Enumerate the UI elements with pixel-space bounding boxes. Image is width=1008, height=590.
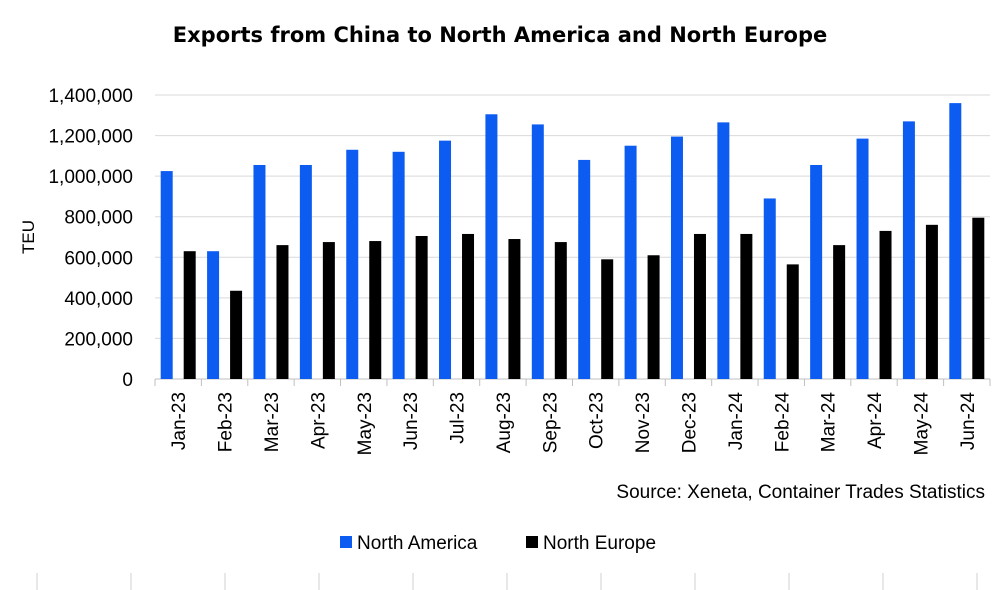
legend-swatch: [340, 536, 352, 548]
x-tick-label: Mar-23: [262, 392, 283, 452]
x-tick-label: May-24: [911, 392, 932, 456]
bar-north-europe: [415, 235, 428, 379]
bar-north-america: [624, 145, 637, 379]
x-tick-label: Dec-23: [679, 392, 700, 453]
bar-north-america: [902, 121, 915, 379]
y-tick-label: 800,000: [64, 208, 133, 229]
x-tick-label: Feb-23: [216, 392, 237, 452]
bar-north-europe: [369, 241, 382, 379]
bar-north-europe: [740, 233, 753, 379]
bar-north-america: [810, 164, 823, 379]
x-tick-label: Jan-24: [726, 392, 747, 451]
bar-north-europe: [925, 224, 938, 379]
bar-north-europe: [276, 245, 289, 379]
bar-north-america: [670, 136, 683, 379]
bar-north-europe: [879, 230, 892, 379]
bar-north-america: [856, 138, 869, 379]
bar-north-america: [578, 159, 591, 379]
bar-north-america: [160, 171, 173, 379]
bar-north-europe: [462, 233, 475, 379]
bar-north-europe: [833, 245, 846, 379]
x-tick-label: Apr-24: [865, 392, 886, 449]
x-tick-label: Sep-23: [540, 392, 561, 453]
bar-north-europe: [972, 217, 985, 379]
bar-north-america: [253, 164, 266, 379]
bar-north-america: [392, 151, 405, 379]
x-tick-label: Aug-23: [494, 392, 515, 453]
y-axis-label: TEU: [19, 220, 38, 254]
chart-title: Exports from China to North America and …: [173, 23, 827, 47]
bar-north-europe: [601, 259, 614, 379]
x-tick-label: Jun-24: [958, 392, 979, 451]
y-tick-label: 1,000,000: [48, 167, 133, 188]
x-tick-label: May-23: [355, 392, 376, 455]
bar-north-europe: [786, 264, 799, 379]
legend-label: North Europe: [543, 533, 656, 554]
legend-swatch: [526, 536, 538, 548]
bar-north-europe: [647, 255, 660, 379]
bar-north-america: [485, 114, 498, 380]
bar-north-europe: [230, 290, 243, 379]
bar-north-europe: [508, 239, 521, 379]
bar-north-europe: [183, 251, 196, 379]
bar-north-america: [346, 149, 359, 379]
source-note: Source: Xeneta, Container Trades Statist…: [616, 482, 985, 503]
bar-north-america: [299, 164, 312, 379]
y-tick-label: 200,000: [64, 329, 133, 350]
bar-north-america: [763, 198, 776, 379]
bar-north-europe: [322, 242, 335, 379]
y-tick-label: 0: [122, 370, 133, 391]
x-tick-label: Mar-24: [819, 392, 840, 453]
x-tick-label: Jan-23: [169, 392, 190, 450]
y-tick-label: 400,000: [64, 289, 133, 310]
bar-north-europe: [554, 242, 567, 379]
bar-north-america: [531, 124, 544, 380]
x-tick-label: Jul-23: [448, 392, 469, 444]
x-tick-label: Apr-23: [308, 392, 329, 449]
legend-label: North America: [357, 533, 478, 554]
y-tick-label: 1,200,000: [48, 127, 133, 148]
x-tick-label: Nov-23: [633, 392, 654, 453]
bar-north-america: [439, 140, 452, 379]
y-tick-label: 1,400,000: [48, 86, 133, 107]
y-tick-label: 600,000: [64, 248, 133, 269]
bar-north-america: [949, 103, 962, 379]
x-tick-label: Feb-24: [772, 392, 793, 453]
bar-north-america: [207, 251, 220, 379]
bar-north-europe: [693, 233, 706, 379]
x-tick-label: Jun-23: [401, 392, 422, 450]
bar-north-america: [717, 122, 730, 379]
x-tick-label: Oct-23: [587, 392, 608, 449]
